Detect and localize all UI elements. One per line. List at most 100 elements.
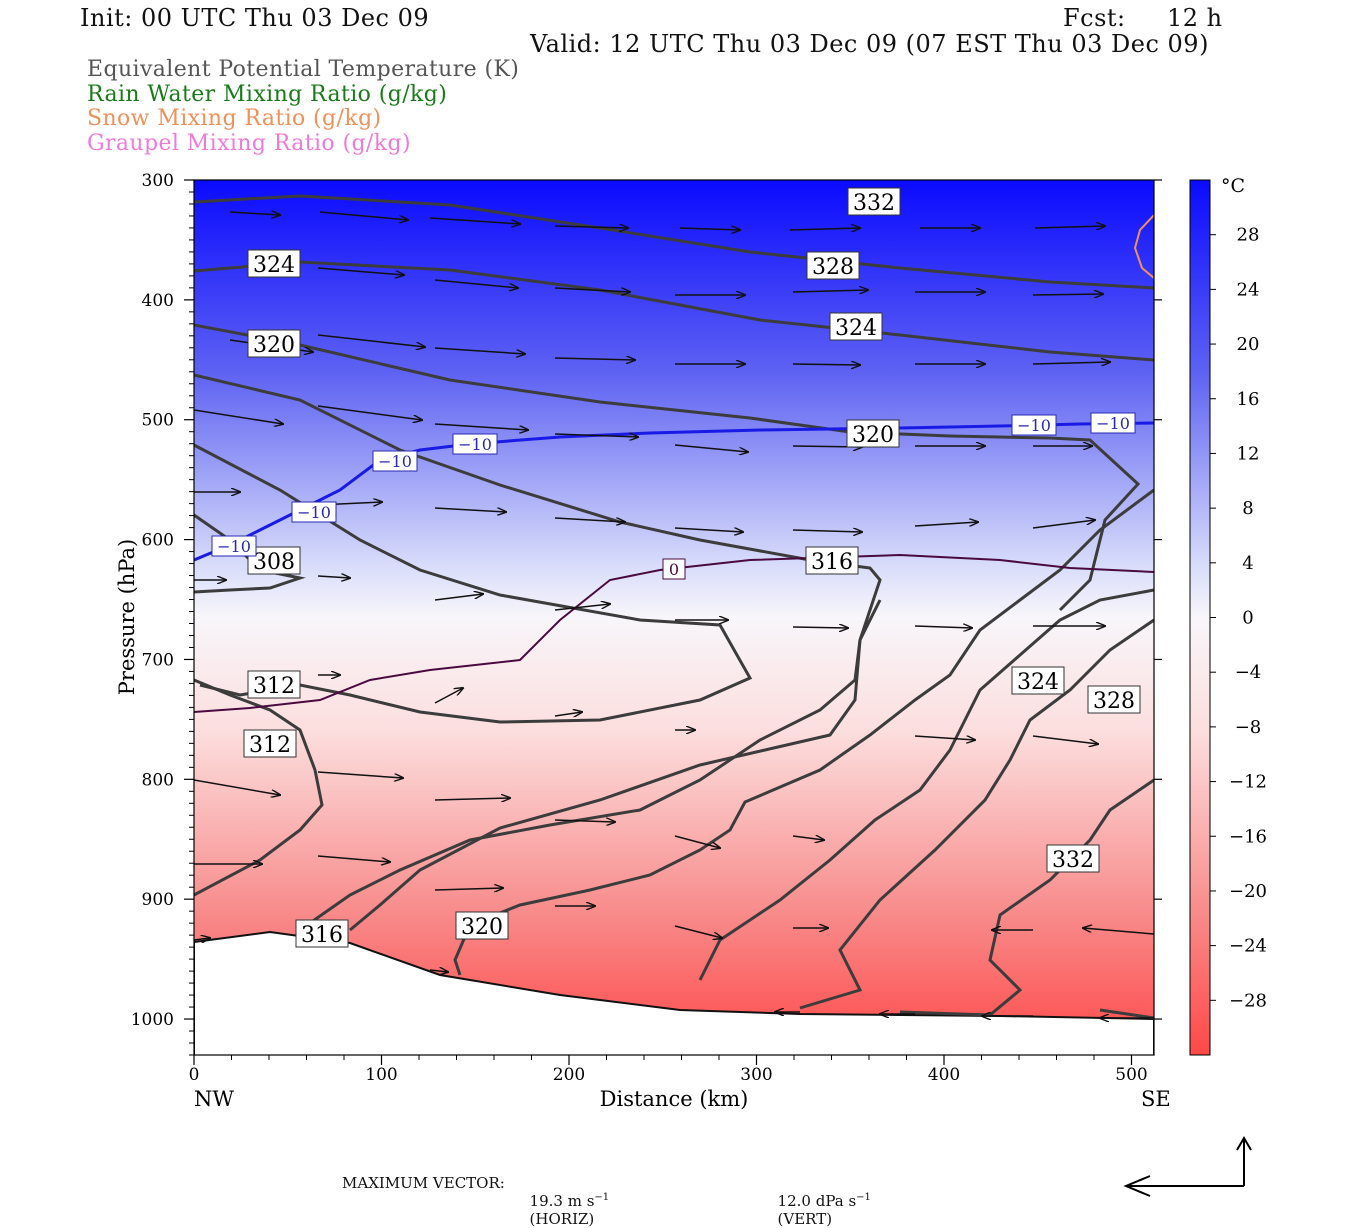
colorbar-tick-label: 8 — [1242, 498, 1253, 519]
contour-label-text: 308 — [253, 550, 295, 575]
contour-label-text: −10 — [378, 452, 412, 471]
y-tick-label: 900 — [142, 890, 174, 910]
contour-label: 324 — [829, 312, 883, 341]
max-vector-label: MAXIMUM VECTOR: — [342, 1174, 505, 1192]
forecast-label: Fcst: — [1063, 4, 1126, 32]
colorbar-tick-label: −24 — [1229, 936, 1267, 957]
colorbar-tick-label: −12 — [1229, 772, 1267, 793]
colorbar — [1189, 179, 1211, 1056]
max-vector-key-icon — [1123, 1136, 1252, 1197]
minor-ticks — [189, 191, 1095, 1060]
contour-label-text: 324 — [1017, 670, 1059, 695]
contour-label: 320 — [247, 329, 301, 358]
init-time: Init: 00 UTC Thu 03 Dec 09 — [80, 4, 430, 32]
max-vector-vert-exp: −1 — [856, 1192, 871, 1203]
max-vector-horiz-unit: (HORIZ) — [529, 1210, 595, 1228]
theta-e-contours — [194, 194, 1154, 1020]
contour-label: 308 — [247, 546, 301, 575]
snow-contour — [1133, 214, 1154, 279]
contour-label-text: 332 — [1052, 848, 1094, 873]
y-tick-label: 400 — [142, 291, 174, 311]
contour-label-text: 328 — [812, 255, 854, 280]
colorbar-tick-label: −16 — [1229, 826, 1267, 847]
valid-time: Valid: 12 UTC Thu 03 Dec 09 (07 EST Thu … — [530, 30, 1209, 58]
contour-label: −10 — [452, 433, 498, 455]
y-axis-title: Pressure (hPa) — [115, 539, 139, 695]
contour-label-text: 312 — [249, 733, 291, 758]
wind-vectors — [194, 212, 1154, 1018]
contour-label-text: 0 — [669, 560, 679, 579]
colorbar-unit: °C — [1221, 175, 1245, 197]
contour-label: −10 — [291, 501, 337, 523]
colorbar-tick-label: −4 — [1235, 662, 1262, 683]
temperature-shading — [194, 180, 1154, 1055]
max-vector-vert-unit: (VERT) — [777, 1210, 833, 1228]
colorbar-tick-label: 28 — [1237, 225, 1260, 246]
forecast-hour: 12 h — [1167, 4, 1223, 32]
contour-label: 328 — [806, 251, 860, 280]
contour-label-text: 316 — [301, 923, 343, 948]
x-axis-title: Distance (km) — [600, 1087, 749, 1111]
x-axis: 0 100 200 300 400 500 — [189, 1055, 1148, 1085]
x-tick-label: 200 — [553, 1065, 585, 1085]
contour-label-text: 320 — [852, 423, 894, 448]
contour-label-text: 328 — [1093, 689, 1135, 714]
legend-rain-water: Rain Water Mixing Ratio (g/kg) — [87, 82, 448, 107]
max-vector-horiz-value: 19.3 m s — [529, 1192, 595, 1210]
x-tick-label: 400 — [928, 1065, 960, 1085]
contour-label-text: 320 — [253, 333, 295, 358]
y-tick-label: 800 — [142, 770, 174, 790]
theta-e-labels: 332 328 324 324 320 320 316 308 312 312 … — [243, 187, 1141, 948]
contour-label: 312 — [243, 729, 297, 758]
y-axis: 300 400 500 600 700 800 900 1000 — [131, 171, 1162, 1030]
contour-label: 316 — [805, 546, 859, 575]
x-axis-left-label: NW — [194, 1087, 234, 1111]
contour-label-text: −10 — [297, 503, 331, 522]
max-vector-vert: 12.0 dPa s−1 (VERT) — [768, 1174, 871, 1228]
colorbar-tick-label: −8 — [1235, 717, 1262, 738]
cross-section-chart: 332 328 324 324 320 320 316 308 312 312 … — [115, 171, 1267, 1197]
contour-label: 0 — [662, 558, 686, 580]
contour-label: 316 — [295, 919, 349, 948]
x-tick-label: 100 — [365, 1065, 397, 1085]
legend-snow: Snow Mixing Ratio (g/kg) — [87, 106, 382, 131]
max-vector-horiz-exp: −1 — [594, 1192, 610, 1203]
colorbar-ticks: 28 24 20 16 12 8 4 0 −4 −8 −12 −16 −20 −24 −28 — [1210, 225, 1267, 1011]
contour-label: −10 — [1090, 412, 1136, 434]
contour-label-text: 320 — [461, 915, 503, 940]
temperature-contour-zero — [194, 553, 1154, 713]
contour-label-text: 332 — [853, 191, 895, 216]
contour-label: 332 — [847, 187, 901, 216]
contour-label-text: −10 — [458, 435, 492, 454]
temperature-labels: −10 −10 −10 −10 −10 −10 0 — [211, 412, 1136, 580]
x-tick-label: 500 — [1115, 1065, 1147, 1085]
contour-label: −10 — [372, 450, 418, 472]
colorbar-tick-label: 0 — [1242, 608, 1253, 629]
contour-label: −10 — [1011, 414, 1057, 436]
colorbar-tick-label: 20 — [1237, 334, 1260, 355]
colorbar-tick-label: 12 — [1237, 443, 1260, 464]
contour-label-text: 316 — [811, 550, 853, 575]
contour-label-text: −10 — [1096, 414, 1130, 433]
legend-graupel: Graupel Mixing Ratio (g/kg) — [87, 131, 411, 156]
colorbar-tick-label: 4 — [1242, 553, 1253, 574]
contour-label: 328 — [1087, 685, 1141, 714]
contour-label-text: 324 — [253, 253, 295, 278]
y-tick-label: 1000 — [131, 1010, 174, 1030]
colorbar-tick-label: −20 — [1229, 881, 1267, 902]
contour-label-text: 324 — [835, 316, 877, 341]
x-tick-label: 0 — [189, 1065, 200, 1085]
colorbar-tick-label: 16 — [1237, 389, 1260, 410]
x-axis-right-label: SE — [1141, 1087, 1171, 1111]
max-vector-horiz: 19.3 m s−1 (HORIZ) — [520, 1174, 610, 1228]
contour-label-text: 312 — [253, 674, 295, 699]
contour-label: 320 — [846, 419, 900, 448]
colorbar-tick-label: 24 — [1237, 279, 1260, 300]
colorbar-tick-label: −28 — [1229, 990, 1267, 1011]
plot-frame — [193, 179, 1155, 1056]
legend-theta-e: Equivalent Potential Temperature (K) — [87, 57, 520, 82]
contour-label: −10 — [211, 535, 257, 557]
y-tick-label: 500 — [142, 411, 174, 431]
contour-label-text: −10 — [1017, 416, 1051, 435]
contour-label: 324 — [247, 249, 301, 278]
